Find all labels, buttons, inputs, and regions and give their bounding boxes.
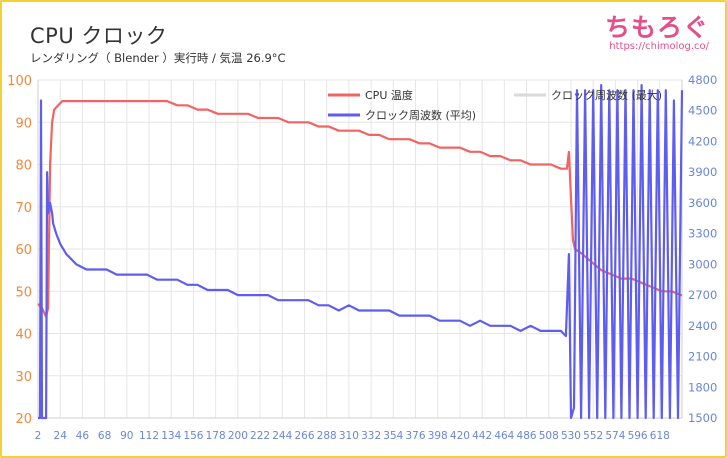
x-tick-label: 244 — [272, 430, 292, 442]
left-tick-label: 90 — [15, 116, 32, 131]
series-line-clock-avg — [38, 84, 684, 420]
chart-subtitle: レンダリング（ Blender ）実行時 / 気温 26.9°C — [30, 51, 286, 65]
watermark: ちもろぐ https://chimolog.co/ — [605, 8, 709, 52]
x-tick-label: 596 — [628, 430, 648, 442]
x-tick-label: 530 — [561, 430, 581, 442]
right-tick-label: 3000 — [688, 257, 717, 271]
legend-label: クロック周波数 (最大) — [551, 88, 662, 102]
x-tick-label: 46 — [76, 430, 90, 442]
right-tick-label: 4200 — [688, 134, 717, 148]
grid-lines — [37, 79, 683, 419]
x-tick-label: 68 — [98, 430, 111, 442]
x-tick-label: 200 — [228, 430, 248, 442]
right-tick-label: 1800 — [688, 380, 717, 394]
right-tick-label: 3300 — [688, 227, 717, 241]
x-tick-label: 442 — [472, 430, 492, 442]
x-tick-label: 222 — [250, 430, 270, 442]
x-tick-label: 618 — [650, 430, 670, 442]
left-tick-label: 20 — [15, 412, 32, 427]
watermark-logo: ちもろぐ — [604, 13, 709, 42]
chart-legend: CPU 温度 クロック周波数 (最大) クロック周波数 (平均) — [328, 88, 662, 122]
right-tick-label: 2400 — [688, 319, 717, 333]
x-axis-ticks: 2 24 46 68 90 112 134 156 178 200 222 244 266 288 310 3… — [35, 430, 670, 442]
left-tick-label: 30 — [15, 370, 32, 385]
right-tick-label: 2100 — [688, 350, 717, 364]
x-tick-label: 574 — [605, 430, 625, 442]
legend-label: クロック周波数 (平均) — [365, 109, 476, 122]
x-tick-label: 112 — [139, 430, 159, 442]
x-tick-label: 332 — [361, 430, 381, 442]
right-axis-ticks: 1500 1800 2100 2400 2700 3000 3300 3600 3900 4200… — [688, 73, 717, 425]
x-tick-label: 552 — [583, 430, 603, 442]
x-tick-label: 90 — [120, 430, 133, 442]
x-tick-label: 486 — [517, 430, 537, 442]
right-tick-label: 4500 — [688, 104, 717, 118]
series-lines — [37, 84, 684, 420]
left-tick-label: 50 — [15, 285, 32, 300]
right-tick-label: 2700 — [688, 288, 717, 302]
legend-label: CPU 温度 — [365, 88, 413, 102]
x-tick-label: 420 — [450, 430, 470, 442]
x-tick-label: 156 — [183, 430, 203, 442]
left-tick-label: 40 — [15, 328, 32, 343]
x-tick-label: 178 — [206, 430, 226, 442]
chart-title: CPU クロック — [30, 24, 168, 48]
x-tick-label: 2 — [35, 430, 42, 442]
right-tick-label: 3600 — [688, 196, 717, 210]
left-axis-ticks: 20 30 40 50 60 70 80 90 100 — [7, 74, 32, 427]
left-tick-label: 70 — [15, 201, 32, 216]
x-tick-label: 24 — [54, 430, 68, 442]
left-tick-label: 80 — [15, 159, 32, 174]
x-tick-label: 398 — [428, 430, 448, 442]
x-tick-label: 288 — [317, 430, 337, 442]
x-tick-label: 354 — [383, 430, 403, 442]
right-tick-label: 1500 — [688, 411, 717, 425]
x-tick-label: 134 — [161, 430, 181, 442]
right-tick-label: 3900 — [688, 165, 717, 179]
x-tick-label: 376 — [405, 430, 425, 442]
left-tick-label: 100 — [7, 74, 32, 89]
x-tick-label: 266 — [294, 430, 314, 442]
left-tick-label: 60 — [15, 243, 32, 258]
x-tick-label: 464 — [494, 430, 514, 442]
series-line-cpu-temp — [37, 100, 683, 318]
x-tick-label: 508 — [539, 430, 559, 442]
right-tick-label: 4800 — [688, 73, 717, 87]
watermark-url: https://chimolog.co/ — [609, 41, 709, 52]
x-tick-label: 310 — [339, 430, 359, 442]
